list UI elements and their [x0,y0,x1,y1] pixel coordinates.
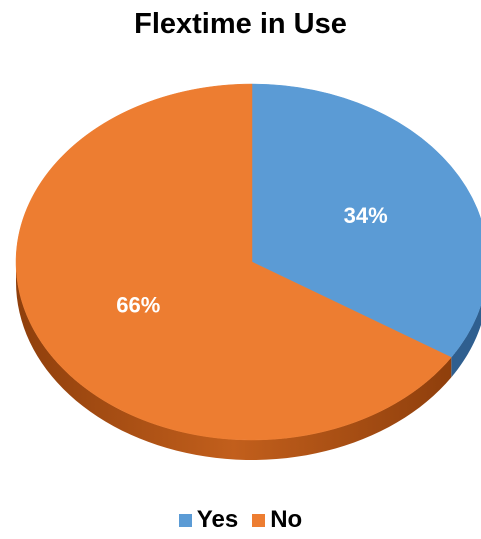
legend-item-yes: Yes [178,506,239,534]
legend-label-yes: Yes [196,506,239,533]
data-label-no: 66% [116,292,160,317]
legend-swatch-no [252,513,266,527]
pie-depth-layer [16,262,481,460]
pie-side-yes [451,305,481,378]
pie-label-layer: 34% 66% [116,203,387,317]
legend-swatch-yes [178,513,192,527]
pie-top-layer [15,83,481,441]
legend-label-no: No [270,506,303,533]
chart-title: Flextime in Use [134,8,347,40]
legend: Yes No [0,506,481,534]
legend-item-no: No [252,506,302,534]
pie-slice-no [15,83,452,441]
pie-slice-yes [251,83,481,358]
data-label-yes: 34% [344,203,388,228]
